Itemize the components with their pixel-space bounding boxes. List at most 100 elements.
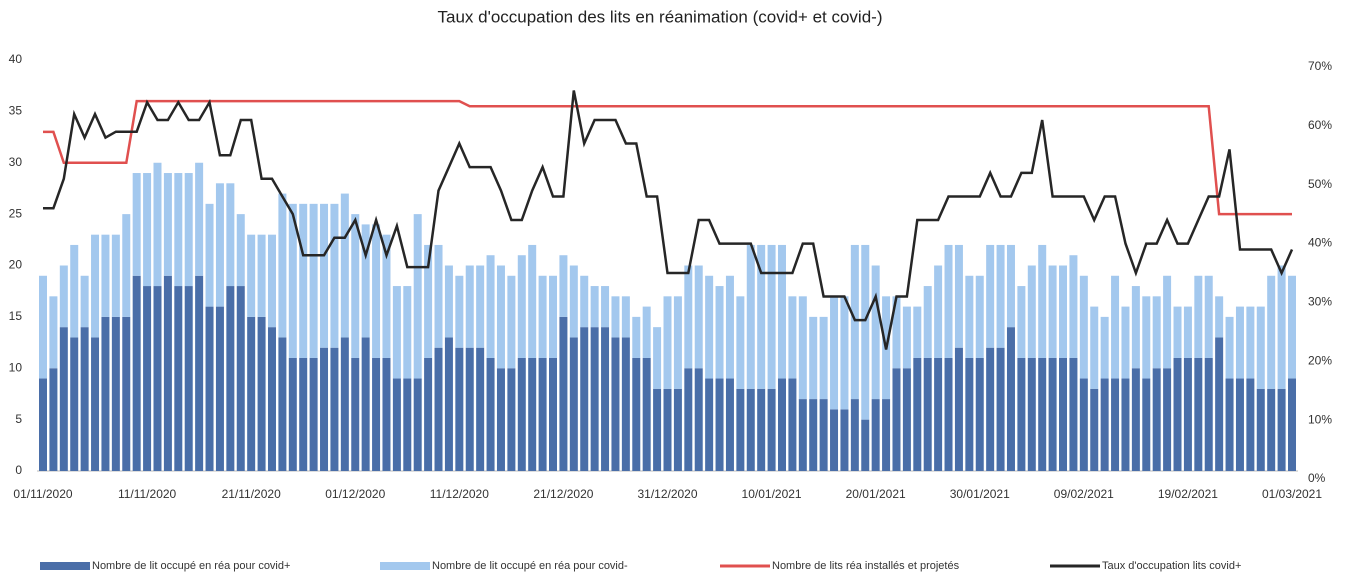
bar — [1038, 357, 1047, 471]
bar — [559, 255, 568, 317]
bar — [1048, 357, 1057, 471]
bar — [1204, 275, 1213, 358]
bar — [444, 337, 453, 471]
bar — [372, 357, 381, 471]
bar — [403, 286, 412, 379]
y2-tick-label: 50% — [1308, 177, 1332, 191]
bar — [143, 173, 152, 287]
bar — [673, 296, 682, 389]
bar — [340, 337, 349, 471]
bar — [1173, 306, 1182, 358]
bar — [798, 399, 807, 471]
bar — [132, 173, 141, 276]
bar — [684, 265, 693, 369]
x-tick-label: 20/01/2021 — [846, 487, 906, 501]
bar — [1079, 378, 1088, 471]
bar — [830, 409, 839, 471]
y2-tick-label: 40% — [1308, 236, 1332, 250]
bar — [1079, 275, 1088, 379]
x-tick-label: 21/12/2020 — [533, 487, 593, 501]
bar — [1111, 378, 1120, 471]
bar — [320, 203, 329, 348]
bar — [465, 265, 474, 348]
x-tick-label: 01/03/2021 — [1262, 487, 1322, 501]
bar — [111, 234, 120, 317]
bar — [1183, 357, 1192, 471]
bar — [1017, 286, 1026, 358]
bar — [621, 296, 630, 338]
bar — [392, 286, 401, 379]
bar — [361, 337, 370, 471]
bar — [902, 368, 911, 471]
bar — [1256, 306, 1265, 389]
x-tick-label: 11/12/2020 — [430, 487, 489, 501]
bar — [247, 234, 256, 317]
y2-tick-label: 70% — [1308, 59, 1332, 73]
bar — [486, 255, 495, 358]
bar — [767, 388, 776, 471]
bar — [1246, 378, 1255, 471]
bar — [1131, 368, 1140, 471]
bar — [601, 327, 610, 471]
bar — [195, 275, 204, 471]
bar — [736, 388, 745, 471]
bar — [226, 286, 235, 471]
bar — [392, 378, 401, 471]
bar — [601, 286, 610, 328]
bar — [1100, 378, 1109, 471]
bar — [507, 275, 516, 369]
bar — [746, 244, 755, 389]
bar — [257, 316, 266, 471]
bar — [694, 368, 703, 471]
bar — [49, 368, 58, 471]
bar — [101, 234, 110, 317]
bar — [39, 275, 47, 379]
bar — [944, 357, 953, 471]
bar — [455, 275, 464, 348]
bar — [528, 244, 537, 358]
bar — [1027, 265, 1036, 358]
bar — [476, 265, 485, 348]
bar — [476, 347, 485, 471]
bar — [1267, 275, 1276, 389]
bar — [1194, 357, 1203, 471]
x-tick-label: 21/11/2020 — [222, 487, 281, 501]
bar — [444, 265, 453, 338]
bar — [653, 327, 662, 389]
bar — [538, 275, 547, 358]
bar — [496, 368, 505, 471]
bar — [413, 214, 422, 379]
bar — [986, 347, 995, 471]
bar — [777, 378, 786, 471]
bar — [819, 399, 828, 471]
legend-label: Nombre de lit occupé en réa pour covid- — [432, 560, 628, 572]
x-tick-label: 31/12/2020 — [637, 487, 697, 501]
y-tick-label: 20 — [9, 258, 23, 272]
bar — [434, 347, 443, 471]
bar — [934, 357, 943, 471]
bar — [278, 337, 287, 471]
bar — [1090, 388, 1099, 471]
bar — [330, 203, 339, 348]
bar — [1048, 265, 1057, 358]
bar — [70, 244, 79, 338]
bar — [226, 183, 235, 287]
bar — [111, 316, 120, 471]
x-tick-label: 09/02/2021 — [1054, 487, 1114, 501]
bar — [1100, 316, 1109, 379]
bar — [725, 275, 734, 379]
bar — [788, 296, 797, 379]
bar — [1017, 357, 1026, 471]
bar — [215, 183, 224, 307]
bar — [1225, 378, 1234, 471]
bar — [705, 275, 714, 379]
bar — [1111, 275, 1120, 379]
bar — [653, 388, 662, 471]
bar — [59, 327, 68, 471]
bar — [590, 327, 599, 471]
bar — [830, 296, 839, 410]
bar — [632, 316, 641, 358]
bar — [777, 244, 786, 379]
bar — [215, 306, 224, 471]
